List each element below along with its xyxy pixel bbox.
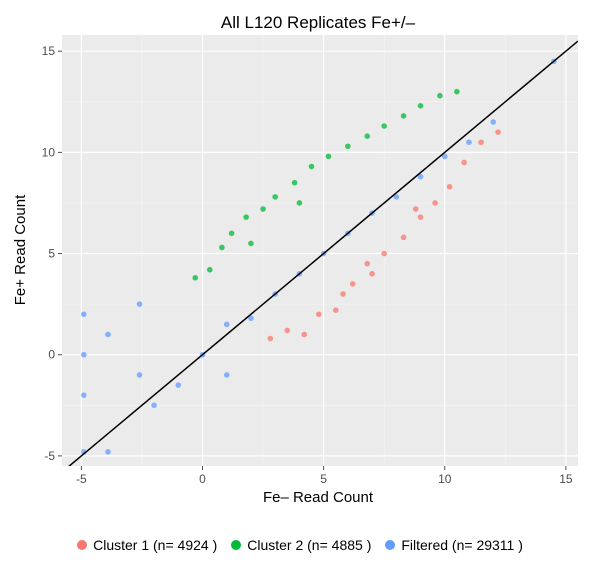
filtered-point [81, 392, 87, 398]
cluster-1-point [267, 335, 274, 342]
filtered-point [81, 311, 87, 318]
cluster-2-point [192, 275, 199, 281]
cluster-1-point [400, 234, 407, 241]
cluster-2-point [454, 88, 460, 95]
legend-key-filtered [385, 540, 396, 550]
cluster-2-point [206, 266, 213, 273]
cluster-2-point [248, 240, 254, 247]
filtered-point [151, 402, 157, 409]
x-axis-title: Fe– Read Count [263, 489, 374, 506]
cluster-2-point [325, 153, 332, 160]
cluster-1-point [412, 206, 419, 212]
filtered-point [175, 382, 182, 388]
filtered-point [136, 301, 143, 307]
cluster-1-point [349, 281, 356, 287]
legend-label-cluster-1: Cluster 1 (n= 4924 ) [93, 537, 218, 553]
cluster-2-point [291, 179, 298, 186]
legend-item-cluster-2: Cluster 2 (n= 4885 ) [231, 537, 371, 553]
cluster-1-point [364, 260, 371, 267]
plot-panel [62, 35, 578, 466]
cluster-2-point [272, 194, 278, 200]
y-tick-label: -5 [44, 449, 55, 463]
cluster-1-point [381, 250, 387, 257]
filtered-point [441, 153, 448, 160]
y-axis-ticks: -5 0 5 10 15 [42, 44, 62, 463]
legend-item-cluster-1: Cluster 1 (n= 4924 ) [77, 537, 217, 553]
legend: Cluster 1 (n= 4924 ) Cluster 2 (n= 4885 … [0, 532, 600, 558]
filtered-point [417, 173, 424, 180]
legend-key-cluster-2 [231, 540, 242, 550]
filtered-point [248, 315, 254, 322]
cluster-1-point [478, 139, 484, 146]
filtered-point [223, 372, 230, 378]
x-tick-label: 0 [199, 472, 206, 486]
cluster-1-point [461, 159, 467, 166]
cluster-1-point [284, 327, 291, 334]
cluster-1-point [315, 311, 322, 318]
filtered-point [393, 194, 400, 200]
x-tick-label: 5 [320, 472, 327, 486]
x-axis-ticks: -5 0 5 10 15 [76, 466, 573, 486]
filtered-point [466, 139, 472, 146]
cluster-2-point [400, 113, 407, 119]
cluster-1-point [495, 129, 501, 135]
filtered-point [105, 449, 111, 455]
cluster-2-point [345, 143, 351, 150]
cluster-2-point [228, 230, 235, 237]
cluster-2-point [417, 103, 424, 109]
y-axis-title: Fe+ Read Count [12, 194, 29, 305]
cluster-1-point [369, 270, 375, 277]
y-tick-label: 15 [42, 44, 56, 58]
reference-diagonal-line [68, 40, 578, 466]
y-tick-label: 5 [48, 247, 55, 261]
cluster-2-point [308, 163, 315, 170]
legend-label-filtered: Filtered (n= 29311 ) [401, 537, 523, 553]
filtered-point [105, 331, 111, 338]
x-tick-label: 15 [559, 472, 573, 486]
minor-gridlines [62, 35, 578, 466]
cluster-1-point [340, 291, 346, 297]
cluster-2-point [219, 244, 225, 251]
y-tick-label: 0 [48, 348, 55, 362]
cluster-1-point [417, 214, 424, 220]
cluster-2-point [260, 206, 266, 212]
cluster-2-point [296, 200, 303, 206]
cluster-2-point [381, 123, 387, 129]
x-tick-label: 10 [438, 472, 452, 486]
cluster-2-point [437, 92, 443, 99]
legend-key-cluster-1 [77, 540, 88, 550]
cluster-1-point [432, 200, 438, 206]
filtered-point [81, 351, 87, 358]
cluster-2-point [243, 214, 249, 220]
cluster-2-point [364, 133, 371, 139]
major-gridlines [62, 35, 578, 466]
cluster-1-point [301, 331, 308, 338]
legend-item-filtered: Filtered (n= 29311 ) [385, 537, 523, 553]
y-tick-label: 10 [42, 145, 56, 159]
cluster-1-point [332, 307, 339, 313]
scatter-chart: All L120 Replicates Fe+/– -5 0 5 10 15 -5 0 5 1… [12, 13, 578, 506]
chart-title: All L120 Replicates Fe+/– [221, 13, 416, 32]
filtered-point [223, 321, 230, 328]
cluster-1-point [446, 183, 453, 190]
legend-label-cluster-2: Cluster 2 (n= 4885 ) [247, 537, 372, 553]
filtered-point [136, 372, 143, 378]
x-tick-label: -5 [76, 472, 87, 486]
filtered-point [490, 119, 497, 125]
